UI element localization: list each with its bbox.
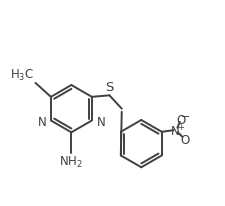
Text: +: + [177,122,184,131]
Text: N: N [171,124,180,137]
Text: −: − [181,111,190,121]
Text: H$_3$C: H$_3$C [10,68,34,83]
Text: N: N [96,115,105,128]
Text: NH$_2$: NH$_2$ [59,154,83,169]
Text: N: N [38,115,46,128]
Text: S: S [105,81,114,93]
Text: O: O [180,133,190,146]
Text: O: O [176,113,185,126]
